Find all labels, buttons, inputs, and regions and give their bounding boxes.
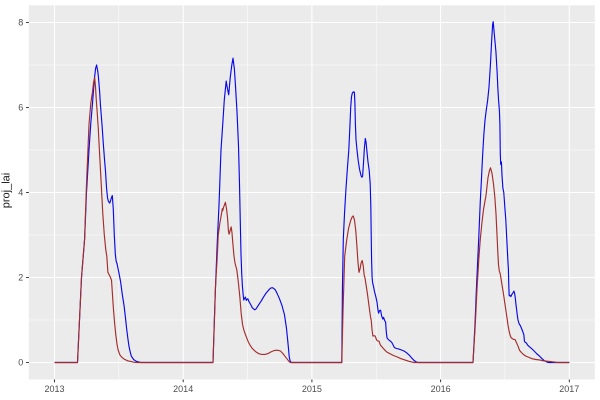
svg-text:2017: 2017 (559, 384, 579, 394)
svg-text:4: 4 (18, 188, 23, 198)
svg-text:0: 0 (18, 358, 23, 368)
svg-text:2: 2 (18, 273, 23, 283)
svg-text:proj_lai: proj_lai (1, 173, 13, 208)
svg-text:2013: 2013 (44, 384, 64, 394)
svg-text:8: 8 (18, 18, 23, 28)
svg-text:2014: 2014 (173, 384, 193, 394)
svg-text:2015: 2015 (302, 384, 322, 394)
svg-text:6: 6 (18, 103, 23, 113)
svg-text:2016: 2016 (431, 384, 451, 394)
